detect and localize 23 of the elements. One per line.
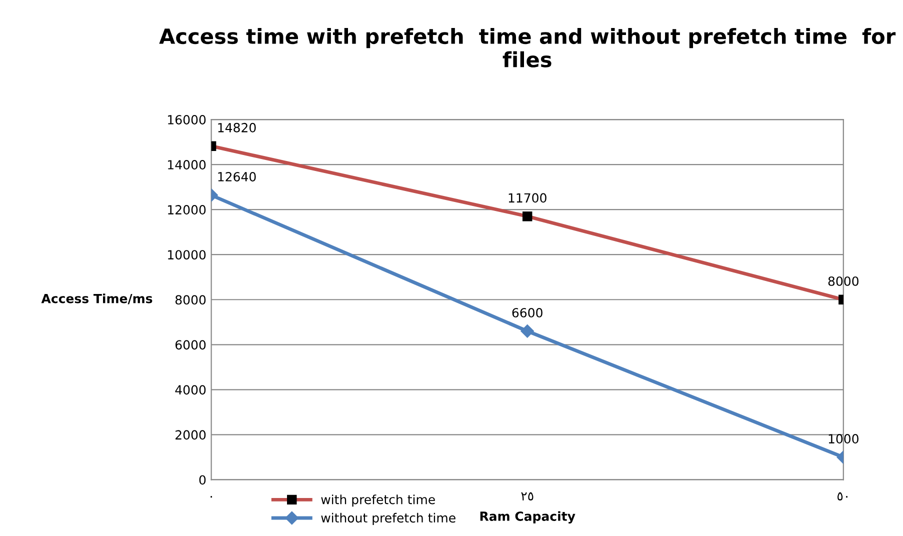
y-tick-label: 10000 [168, 250, 206, 260]
data-label: 8000 [828, 276, 858, 286]
legend-label: with prefetch time [321, 494, 435, 507]
y-tick-label: 16000 [168, 115, 206, 124]
y-tick-label: 12000 [168, 205, 206, 215]
chart-title: Access time with prefetch time and without prefetch time for files [159, 28, 896, 68]
y-tick-label: 6000 [176, 340, 206, 350]
data-label: 6600 [512, 308, 542, 318]
x-axis-title: Ram Capacity [480, 511, 576, 524]
y-tick-label: 14000 [168, 160, 206, 170]
data-label: 12640 [218, 172, 256, 182]
y-tick-label: 0 [199, 475, 206, 485]
y-axis-title: Access Time/ms [41, 294, 152, 304]
y-tick-label: 8000 [175, 295, 206, 305]
data-label: 11700 [508, 193, 546, 203]
x-tick-label: ٥٠ [838, 492, 848, 500]
x-tick-label: ٢٥ [521, 492, 534, 500]
data-label: 1000 [828, 434, 858, 444]
legend-label: without prefetch time [321, 512, 456, 526]
data-label: 14820 [218, 122, 256, 132]
x-tick-label: ٠ [210, 496, 212, 498]
y-tick-label: 4000 [175, 385, 206, 395]
y-tick-label: 2000 [176, 430, 206, 440]
